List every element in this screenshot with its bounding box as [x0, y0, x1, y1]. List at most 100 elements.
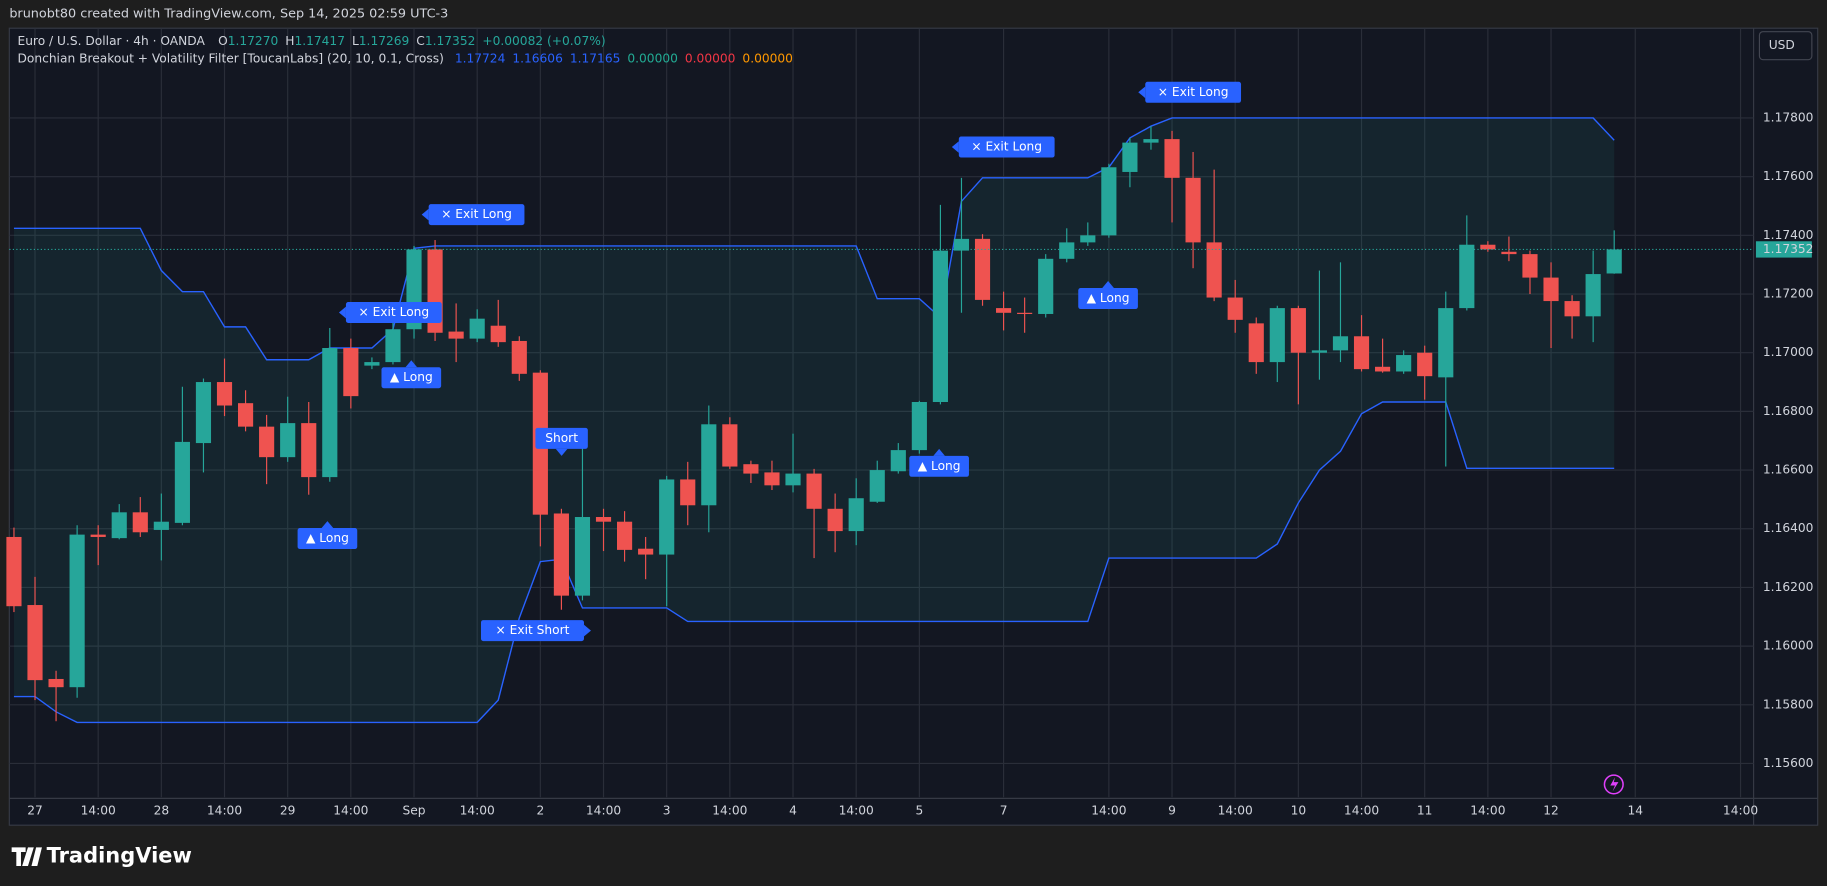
candle-body [1122, 142, 1138, 172]
candle-body [764, 472, 780, 486]
annotation-pointer [933, 448, 945, 456]
annotation-box [909, 455, 969, 477]
annotation-box [1145, 81, 1242, 103]
candle-body [216, 382, 233, 406]
candle-body [1269, 308, 1285, 363]
candle-body [890, 450, 906, 472]
axes: 1.15600 1.15800 1.16000 1.16200 1.16400 1.166… [27, 110, 1813, 817]
annotation-label: × Exit Short [496, 623, 570, 637]
currency[interactable]: USD [1769, 38, 1795, 52]
candle-body [280, 423, 296, 458]
candle-body [322, 348, 338, 478]
candle-body [1375, 366, 1391, 372]
annotation-pointer [1138, 86, 1146, 99]
annotation-label: × Exit Long [441, 207, 512, 221]
x-tick-label: Sep [403, 804, 426, 818]
annotation-box [480, 620, 584, 642]
x-tick-label: 14:00 [460, 804, 495, 818]
y-tick-label: 1.15800 [1763, 697, 1814, 711]
candle-body [1080, 235, 1096, 243]
annotation-pointer [338, 306, 346, 319]
candle-body [1353, 336, 1370, 370]
annotation-box [428, 204, 525, 226]
candle-body [827, 508, 843, 532]
change: +0.00082 (+0.07%) [482, 34, 605, 48]
x-tick-label: 14:00 [1344, 804, 1379, 818]
y-tick-label: 1.16000 [1763, 639, 1814, 653]
x-tick-label: 14:00 [1723, 804, 1758, 818]
candle-body [1248, 323, 1264, 363]
candle-body [1480, 244, 1496, 250]
indicator-value: 1.17724 [455, 51, 506, 65]
candle-body [1290, 308, 1306, 353]
x-tick-label: 12 [1543, 804, 1559, 818]
indicator-value: 1.16606 [512, 51, 563, 65]
candle-body [680, 479, 696, 506]
candle-body [343, 348, 359, 397]
x-tick-label: 3 [663, 804, 671, 818]
candle-body [6, 536, 22, 607]
last-price-label: 1.17352 [1763, 242, 1814, 256]
alert-icon[interactable] [1603, 774, 1624, 795]
candle-body [1585, 274, 1601, 317]
indicator-value: 0.00000 [627, 51, 678, 65]
x-tick-label: 9 [1168, 804, 1176, 818]
ohlc-label: O [218, 34, 228, 48]
currency-button[interactable] [1758, 31, 1813, 61]
ohlc-value: 1.17352 [425, 34, 476, 48]
candle-body [743, 464, 759, 474]
candle-body [638, 548, 654, 555]
x-tick-label: 14:00 [333, 804, 368, 818]
y-tick-label: 1.17000 [1763, 345, 1814, 359]
annotation-pointer [405, 360, 418, 368]
annotation-box [381, 367, 442, 389]
annotation-label: ▲ Long [918, 459, 961, 473]
candle-body [1185, 177, 1201, 243]
y-tick-label: 1.15600 [1763, 756, 1814, 770]
annotation-pointer [583, 624, 591, 637]
x-tick-label: 14:00 [586, 804, 621, 818]
annotations: × Exit Long × Exit Long ▲ Long ▲ Long Short ×… [297, 81, 1242, 642]
x-tick-label: 28 [154, 804, 170, 818]
annotation-label: ▲ Long [1087, 291, 1130, 305]
candle-body [1038, 258, 1054, 314]
candle-body [996, 308, 1012, 313]
candle-body [1606, 249, 1622, 274]
candle-body [932, 250, 948, 402]
candle-body [385, 329, 401, 363]
candle-body [953, 238, 970, 251]
candle-body [301, 423, 317, 478]
alert-bolt [1610, 777, 1619, 792]
annotation-box [958, 136, 1055, 158]
indicator-legend: Donchian Breakout + Volatility Filter [T… [17, 51, 792, 65]
candle-body [48, 678, 64, 688]
candle-body [1543, 277, 1559, 302]
candle-body [237, 403, 254, 427]
candle-body [490, 325, 506, 343]
x-tick-label: 14:00 [1091, 804, 1126, 818]
candle-body [1227, 297, 1243, 320]
candle-body [1206, 242, 1222, 298]
annotation-label: × Exit Long [971, 140, 1042, 154]
candle-body [469, 318, 485, 339]
ohlc-value: 1.17417 [294, 34, 345, 48]
candle-body [1311, 350, 1327, 353]
candle-body [1101, 167, 1117, 236]
annotation-box [535, 427, 588, 449]
annotation-box [297, 528, 358, 550]
logo: TradingView [47, 844, 192, 868]
logo-icon [11, 847, 42, 866]
y-tick-label: 1.16800 [1763, 404, 1814, 418]
ohlc-value: 1.17269 [359, 34, 410, 48]
ohlc-label: C [416, 34, 425, 48]
annotation-pointer [555, 448, 568, 456]
candle-body [448, 331, 464, 339]
x-tick-label: 7 [1000, 804, 1008, 818]
candle-body [174, 441, 190, 523]
y-tick-label: 1.16600 [1763, 463, 1814, 477]
candle-body [701, 424, 717, 506]
candle-body [1059, 242, 1075, 259]
y-tick-label: 1.17800 [1763, 110, 1814, 124]
x-tick-label: 10 [1291, 804, 1307, 818]
symbol-legend: Euro / U.S. Dollar · 4h · OANDA O1.17270… [17, 34, 605, 48]
